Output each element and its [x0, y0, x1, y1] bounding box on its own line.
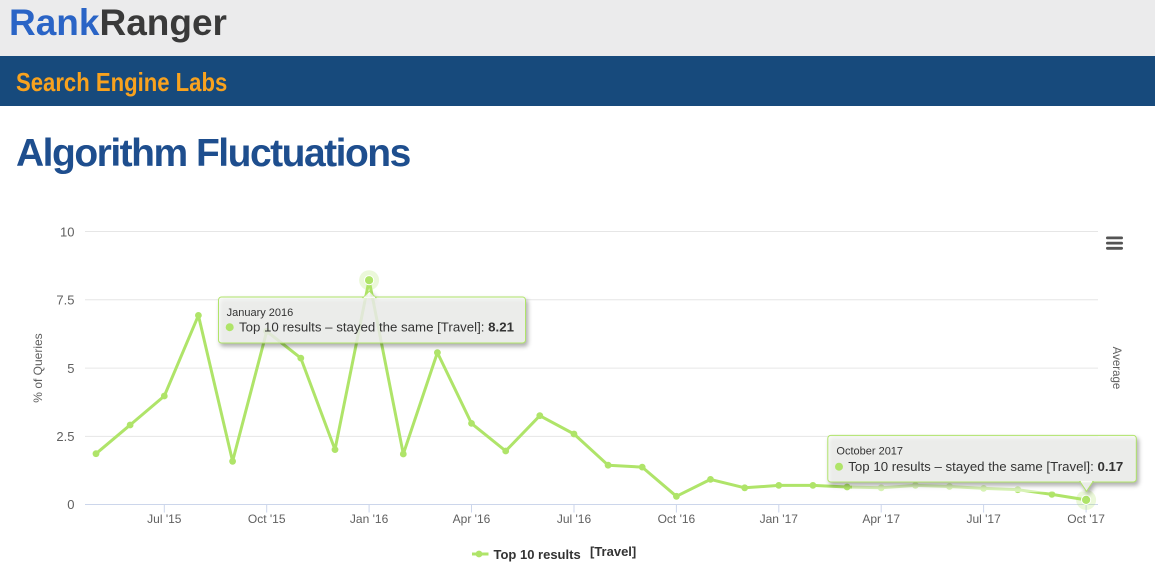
svg-text:Apr '16: Apr '16 — [453, 512, 491, 526]
svg-text:Top 10 results – stayed the sa: Top 10 results – stayed the same [Travel… — [848, 459, 1123, 474]
svg-text:October 2017: October 2017 — [836, 446, 903, 458]
svg-text:January 2016: January 2016 — [227, 307, 294, 319]
svg-text:2.5: 2.5 — [56, 429, 74, 444]
svg-text:0: 0 — [67, 497, 74, 512]
svg-text:Jul '16: Jul '16 — [557, 512, 592, 526]
svg-text:Apr '17: Apr '17 — [862, 512, 900, 526]
svg-text:Oct '16: Oct '16 — [658, 512, 696, 526]
svg-text:Average: Average — [1110, 347, 1122, 390]
svg-text:Jul '15: Jul '15 — [147, 512, 182, 526]
svg-text:Top 10 results: Top 10 results — [494, 547, 581, 562]
svg-text:7.5: 7.5 — [56, 293, 74, 308]
svg-text:% of Queries: % of Queries — [31, 333, 45, 402]
svg-text:Top 10 results – stayed the sa: Top 10 results – stayed the same [Travel… — [239, 319, 514, 334]
svg-text:Jul '17: Jul '17 — [966, 512, 1001, 526]
svg-text:Oct '17: Oct '17 — [1067, 512, 1105, 526]
svg-text:Jan '16: Jan '16 — [350, 512, 389, 526]
svg-text:5: 5 — [67, 361, 74, 376]
svg-text:Jan '17: Jan '17 — [760, 512, 799, 526]
svg-text:10: 10 — [60, 225, 74, 240]
svg-text:[Travel]: [Travel] — [590, 544, 636, 559]
svg-text:Oct '15: Oct '15 — [248, 512, 286, 526]
